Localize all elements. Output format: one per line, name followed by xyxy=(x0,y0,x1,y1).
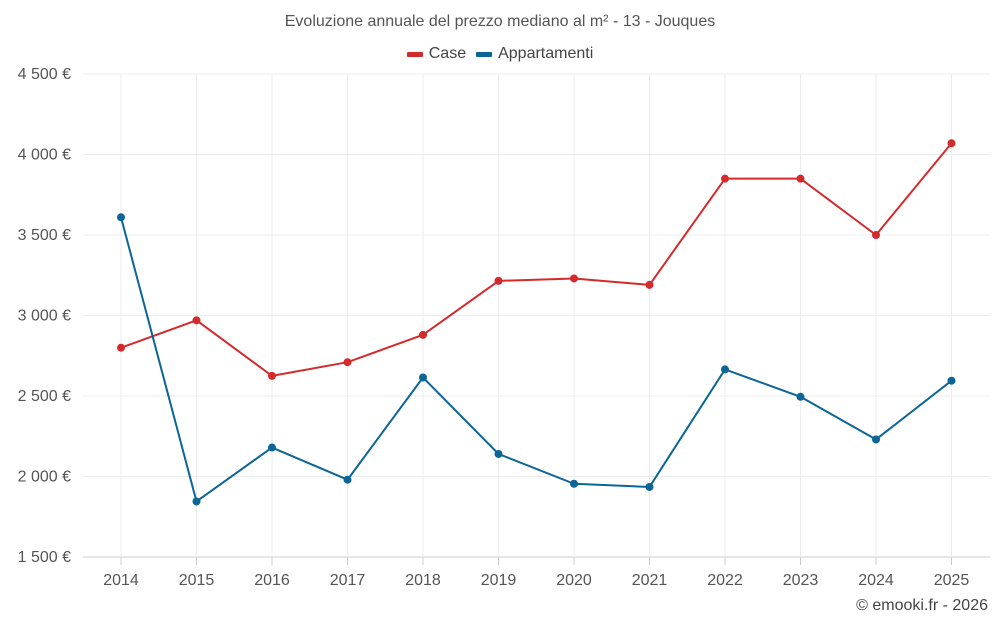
legend-label-appartamenti: Appartamenti xyxy=(498,45,594,62)
data-point-case xyxy=(192,316,201,325)
y-tick-label: 2 000 € xyxy=(18,469,71,486)
legend-item-case[interactable]: Case xyxy=(406,45,467,63)
data-point-appartamenti xyxy=(268,443,276,452)
x-tick-label: 2023 xyxy=(783,572,819,589)
legend: Case Appartamenti xyxy=(0,45,1000,63)
data-point-case xyxy=(796,174,805,183)
x-tick-label: 2020 xyxy=(556,572,592,589)
data-point-case xyxy=(570,274,578,283)
series-line-case xyxy=(120,142,953,377)
x-tick-label: 2017 xyxy=(330,572,366,589)
data-point-case xyxy=(947,139,956,148)
data-point-appartamenti xyxy=(494,449,503,458)
data-point-case xyxy=(419,330,427,339)
x-tick-label: 2014 xyxy=(103,572,139,589)
data-point-appartamenti xyxy=(947,376,956,385)
data-point-appartamenti xyxy=(192,497,201,506)
data-point-case xyxy=(721,174,729,183)
legend-label-case: Case xyxy=(428,45,467,62)
data-point-case xyxy=(343,358,352,367)
data-point-case xyxy=(268,371,276,380)
data-point-appartamenti xyxy=(721,365,729,374)
x-tick-label: 2016 xyxy=(254,572,290,589)
x-tick-label: 2024 xyxy=(858,572,894,589)
data-point-appartamenti xyxy=(419,373,427,382)
y-tick-label: 4 000 € xyxy=(18,147,71,164)
y-tick-label: 1 500 € xyxy=(18,549,71,566)
x-tick-label: 2021 xyxy=(632,572,668,589)
legend-swatch-appartamenti xyxy=(476,51,493,57)
x-tick-label: 2019 xyxy=(481,572,517,589)
data-point-appartamenti xyxy=(645,482,654,491)
data-point-appartamenti xyxy=(796,392,805,401)
credit-text: © emooki.fr - 2026 xyxy=(856,597,988,614)
y-tick-label: 2 500 € xyxy=(18,388,71,405)
x-tick-label: 2025 xyxy=(934,572,970,589)
data-point-case xyxy=(872,231,880,239)
data-point-appartamenti xyxy=(872,435,880,444)
legend-swatch-case xyxy=(406,51,423,57)
data-point-appartamenti xyxy=(570,479,578,488)
data-point-appartamenti xyxy=(343,475,352,484)
x-tick-label: 2018 xyxy=(405,572,441,589)
data-point-case xyxy=(645,280,654,289)
x-tick-label: 2022 xyxy=(707,572,743,589)
y-tick-label: 4 500 € xyxy=(18,66,71,83)
x-tick-label: 2015 xyxy=(179,572,215,589)
data-point-appartamenti xyxy=(117,213,125,222)
chart-title: Evoluzione annuale del prezzo mediano al… xyxy=(284,13,716,30)
data-point-case xyxy=(494,276,503,285)
y-tick-label: 3 500 € xyxy=(18,227,71,244)
legend-item-appartamenti[interactable]: Appartamenti xyxy=(476,45,593,63)
y-tick-label: 3 000 € xyxy=(18,308,71,325)
series-line-appartamenti xyxy=(120,217,953,503)
data-point-case xyxy=(117,343,125,352)
